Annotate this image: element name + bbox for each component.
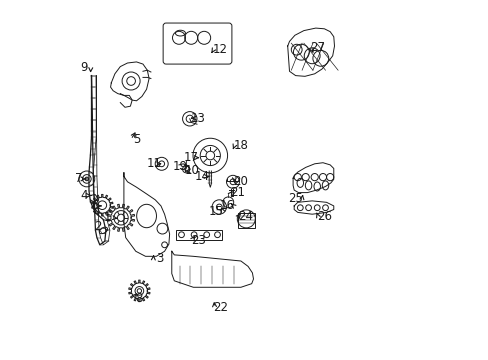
Text: 24: 24 [237,210,252,222]
Text: 4: 4 [81,189,88,202]
Text: 16: 16 [219,199,234,212]
Text: 2: 2 [94,220,101,233]
Text: 19: 19 [173,160,187,173]
Text: 17: 17 [183,151,198,164]
Text: 20: 20 [233,175,248,188]
Text: 21: 21 [230,186,245,199]
Text: 13: 13 [191,112,205,125]
Text: 18: 18 [233,139,248,152]
Text: 6: 6 [90,199,98,212]
Text: 3: 3 [156,252,163,265]
Text: 7: 7 [75,172,82,185]
Text: 22: 22 [213,301,228,314]
Text: 1: 1 [103,211,110,224]
Bar [238,213,254,228]
Bar [176,230,222,240]
Text: 9: 9 [81,61,88,74]
Text: 23: 23 [191,234,205,247]
Text: 12: 12 [212,43,227,56]
Text: 8: 8 [135,292,143,305]
Text: 15: 15 [208,205,224,218]
Text: 14: 14 [194,170,209,183]
Text: 5: 5 [133,133,141,146]
Text: 10: 10 [184,165,199,177]
Circle shape [85,177,88,181]
Text: 26: 26 [316,210,331,222]
Text: 27: 27 [309,41,324,54]
Text: 11: 11 [146,157,161,170]
Text: 25: 25 [287,192,303,205]
